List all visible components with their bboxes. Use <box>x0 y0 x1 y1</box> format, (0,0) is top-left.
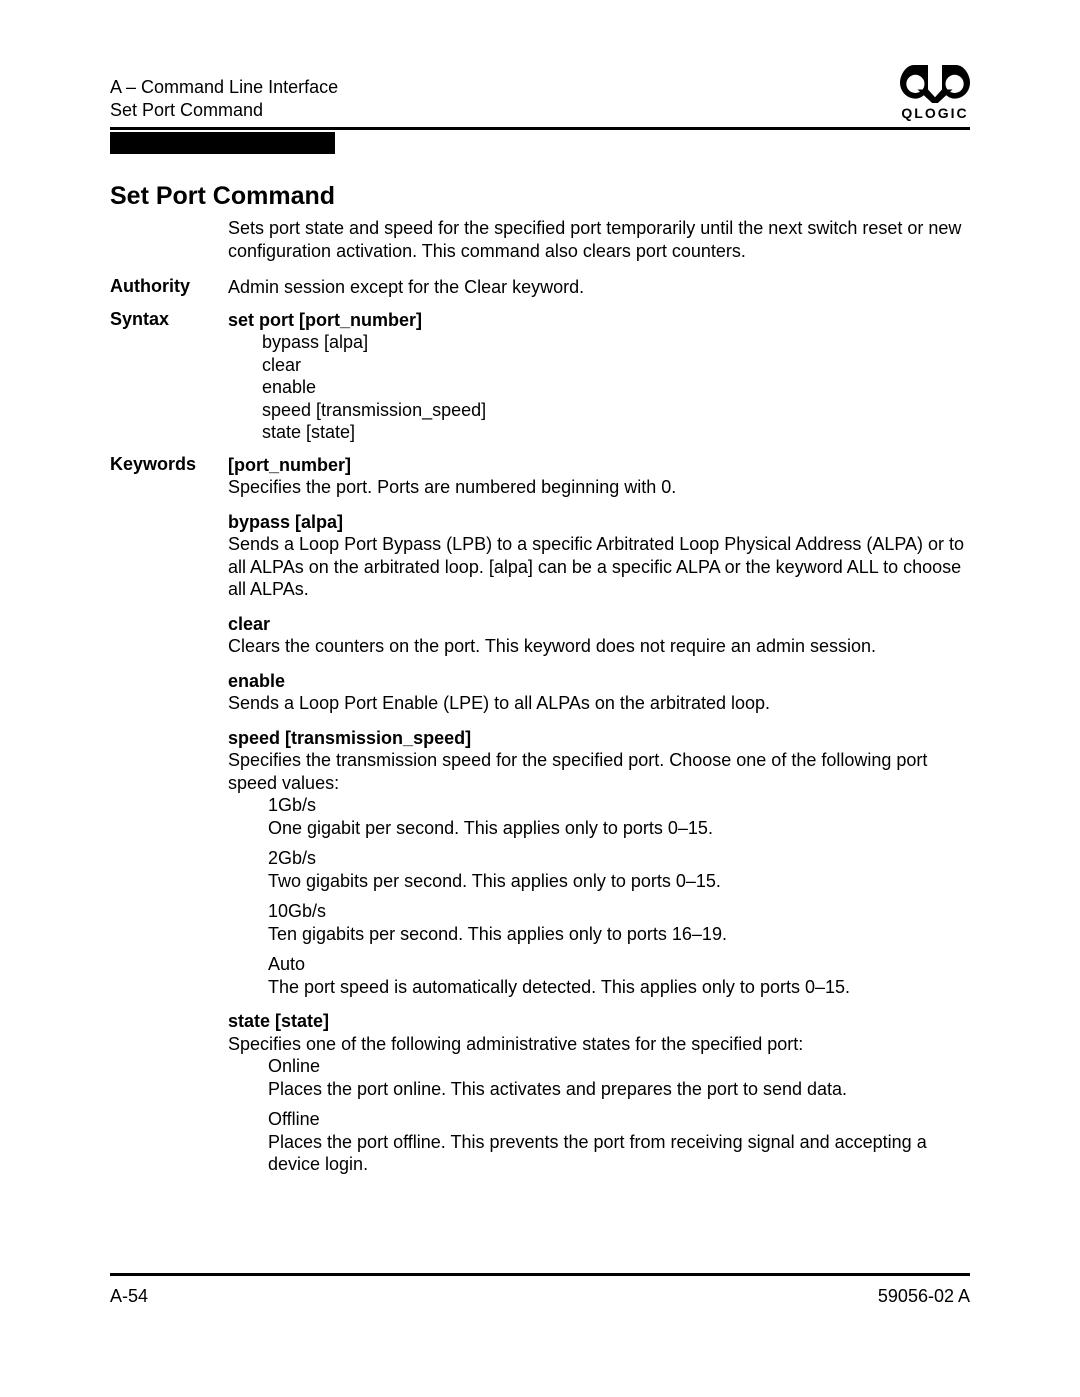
keyword-port-number: [port_number] Specifies the port. Ports … <box>228 454 970 499</box>
keyword-state: state [state] Specifies one of the follo… <box>228 1010 970 1176</box>
state-desc: Places the port online. This activates a… <box>268 1078 970 1101</box>
page-footer: A-54 59056-02 A <box>110 1273 970 1307</box>
footer-rule <box>110 1273 970 1276</box>
keyword-title: [port_number] <box>228 454 970 477</box>
speed-values-list: 1Gb/s One gigabit per second. This appli… <box>268 794 970 998</box>
page-header: A – Command Line Interface Set Port Comm… <box>110 55 970 121</box>
speed-name: Auto <box>268 953 970 976</box>
authority-text: Admin session except for the Clear keywo… <box>228 276 970 299</box>
speed-item: 10Gb/s Ten gigabits per second. This app… <box>268 900 970 945</box>
keyword-desc: Sends a Loop Port Enable (LPE) to all AL… <box>228 692 970 715</box>
syntax-content: set port [port_number] bypass [alpa] cle… <box>228 309 970 444</box>
footer-doc-id: 59056-02 A <box>878 1286 970 1307</box>
speed-name: 10Gb/s <box>268 900 970 923</box>
syntax-row: Syntax set port [port_number] bypass [al… <box>110 309 970 444</box>
state-name: Online <box>268 1055 970 1078</box>
speed-desc: Ten gigabits per second. This applies on… <box>268 923 970 946</box>
speed-name: 1Gb/s <box>268 794 970 817</box>
syntax-option: state [state] <box>262 421 970 444</box>
keyword-title: bypass [alpa] <box>228 511 970 534</box>
keywords-content: [port_number] Specifies the port. Ports … <box>228 454 970 1188</box>
section-marker-bar <box>110 132 335 154</box>
state-name: Offline <box>268 1108 970 1131</box>
speed-desc: The port speed is automatically detected… <box>268 976 970 999</box>
intro-paragraph: Sets port state and speed for the specif… <box>228 217 970 262</box>
state-values-list: Online Places the port online. This acti… <box>268 1055 970 1176</box>
speed-desc: Two gigabits per second. This applies on… <box>268 870 970 893</box>
footer-page-number: A-54 <box>110 1286 148 1307</box>
header-text: A – Command Line Interface Set Port Comm… <box>110 76 338 121</box>
header-line-2: Set Port Command <box>110 99 338 122</box>
keyword-speed: speed [transmission_speed] Specifies the… <box>228 727 970 999</box>
keyword-bypass: bypass [alpa] Sends a Loop Port Bypass (… <box>228 511 970 601</box>
keyword-title: enable <box>228 670 970 693</box>
state-desc: Places the port offline. This prevents t… <box>268 1131 970 1176</box>
keyword-enable: enable Sends a Loop Port Enable (LPE) to… <box>228 670 970 715</box>
keyword-title: state [state] <box>228 1010 970 1033</box>
keyword-clear: clear Clears the counters on the port. T… <box>228 613 970 658</box>
logo-wordmark: QLOGIC <box>900 105 970 121</box>
keyword-desc: Clears the counters on the port. This ke… <box>228 635 970 658</box>
keywords-label: Keywords <box>110 454 228 475</box>
syntax-option: clear <box>262 354 970 377</box>
keyword-desc: Specifies the port. Ports are numbered b… <box>228 476 970 499</box>
keywords-row: Keywords [port_number] Specifies the por… <box>110 454 970 1188</box>
authority-label: Authority <box>110 276 228 297</box>
keyword-desc: Sends a Loop Port Bypass (LPB) to a spec… <box>228 533 970 601</box>
syntax-label: Syntax <box>110 309 228 330</box>
speed-item: 1Gb/s One gigabit per second. This appli… <box>268 794 970 839</box>
qlogic-logo: QLOGIC <box>900 55 970 121</box>
page-title: Set Port Command <box>110 182 970 211</box>
keyword-title: speed [transmission_speed] <box>228 727 970 750</box>
state-item: Offline Places the port offline. This pr… <box>268 1108 970 1176</box>
state-item: Online Places the port online. This acti… <box>268 1055 970 1100</box>
authority-row: Authority Admin session except for the C… <box>110 276 970 299</box>
speed-desc: One gigabit per second. This applies onl… <box>268 817 970 840</box>
syntax-command: set port [port_number] <box>228 309 970 332</box>
speed-item: Auto The port speed is automatically det… <box>268 953 970 998</box>
speed-item: 2Gb/s Two gigabits per second. This appl… <box>268 847 970 892</box>
keyword-desc: Specifies the transmission speed for the… <box>228 749 970 794</box>
syntax-option: enable <box>262 376 970 399</box>
qlogic-logo-icon <box>900 55 970 103</box>
speed-name: 2Gb/s <box>268 847 970 870</box>
header-line-1: A – Command Line Interface <box>110 76 338 99</box>
syntax-option: bypass [alpa] <box>262 331 970 354</box>
header-rule <box>110 127 970 130</box>
keyword-desc: Specifies one of the following administr… <box>228 1033 970 1056</box>
keyword-title: clear <box>228 613 970 636</box>
syntax-option: speed [transmission_speed] <box>262 399 970 422</box>
